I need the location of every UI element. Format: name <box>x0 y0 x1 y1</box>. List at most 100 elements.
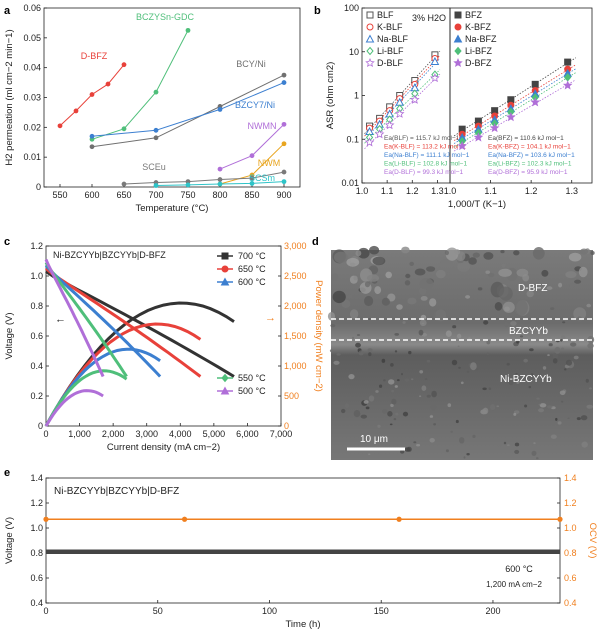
y-tick-label-left: 0.8 <box>30 548 43 558</box>
sem-grain <box>405 273 411 279</box>
y-tick-label-left: 0.4 <box>30 361 43 371</box>
sem-grain <box>387 411 393 417</box>
y-tick-label: 0.02 <box>23 122 41 132</box>
sem-grain <box>586 404 593 409</box>
data-point <box>121 126 127 132</box>
sem-grain <box>346 257 360 267</box>
y-tick-label-right: 3,000 <box>284 241 307 251</box>
sem-grain <box>336 353 341 356</box>
sem-grain <box>455 419 459 424</box>
sem-grain <box>530 373 534 376</box>
sem-grain <box>368 395 375 402</box>
fit-line <box>453 79 576 152</box>
data-point <box>153 183 159 188</box>
x-axis-label: Temperature (°C) <box>136 203 209 214</box>
legend-marker <box>454 11 462 19</box>
sem-grain <box>457 345 460 347</box>
y-tick-label-right: 0.4 <box>564 598 577 608</box>
sem-grain <box>332 290 346 304</box>
y-tick-label-left: 0 <box>38 421 43 431</box>
sem-grain <box>429 438 435 443</box>
sem-grain <box>418 329 424 336</box>
sem-grain <box>331 273 339 282</box>
data-point <box>281 179 287 185</box>
data-point <box>121 62 127 68</box>
legend-marker <box>454 46 462 56</box>
series-line <box>91 82 285 137</box>
sem-grain <box>567 417 570 420</box>
ea-annotation: Ea(Na-BLF) = 111.1 kJ mol−1 <box>384 152 470 159</box>
sem-grain <box>334 251 348 264</box>
x-tick-label: 650 <box>116 190 131 200</box>
sem-grain <box>519 335 524 338</box>
sem-grain <box>433 423 436 426</box>
x-tick-label: 1.2 <box>525 186 538 196</box>
y-tick-label: 100 <box>344 3 359 13</box>
y-tick-label: 0.1 <box>346 134 359 144</box>
y-tick-label-right: 2,000 <box>284 301 307 311</box>
sem-grain <box>547 405 553 409</box>
sem-grain <box>341 299 351 308</box>
sem-grain <box>426 266 436 272</box>
x-tick-label: 3,000 <box>135 429 158 439</box>
y-tick-label-left: 0.2 <box>30 391 43 401</box>
data-point <box>506 112 516 122</box>
x-tick-label: 2,000 <box>102 429 125 439</box>
sem-grain <box>429 415 434 418</box>
sem-grain <box>458 366 461 369</box>
legend-marker <box>220 386 230 395</box>
sem-grain <box>496 405 500 408</box>
sem-grain <box>568 252 582 262</box>
data-point <box>457 140 467 151</box>
sem-grain <box>468 337 471 340</box>
panel-a-permeation-chart: 550 600 650 700 750 800 850 900 0 0.01 0.02 0.03 0.0… <box>4 3 301 214</box>
sem-grain <box>472 252 480 258</box>
x-tick-label: 700 <box>148 190 163 200</box>
sem-grain <box>463 456 466 459</box>
sem-grain <box>395 412 399 416</box>
sem-grain <box>401 246 410 254</box>
data-point <box>430 73 440 83</box>
sem-grain <box>573 307 587 321</box>
y-tick-label: 10 <box>349 47 359 57</box>
sem-grain <box>385 271 393 279</box>
sem-grain <box>419 319 427 327</box>
sem-grain <box>589 387 592 390</box>
x-tick-label: 1.2 <box>406 186 419 196</box>
data-point <box>531 80 539 88</box>
iv-curve <box>45 267 202 378</box>
x-tick-label: 0 <box>43 429 48 439</box>
sem-grain <box>554 346 561 354</box>
ocv-marker <box>396 516 402 522</box>
y-tick-label-left: 1.4 <box>30 473 43 483</box>
sem-grain <box>516 339 520 344</box>
data-point <box>249 181 255 186</box>
x-axis-label: Time (h) <box>285 619 320 630</box>
data-point <box>384 120 395 130</box>
data-point <box>281 121 287 127</box>
sem-grain <box>465 295 471 299</box>
sem-grain <box>333 360 340 365</box>
sem-grain <box>565 359 573 366</box>
y-axis-label: ASR (ohm cm2) <box>325 62 336 130</box>
x-tick-label: 6,000 <box>236 429 259 439</box>
y-tick-label: 0.04 <box>23 63 41 73</box>
data-point <box>185 179 191 185</box>
sem-grain <box>353 275 358 281</box>
sem-grain <box>576 417 581 421</box>
sem-grain <box>561 347 565 351</box>
sem-grain <box>404 378 410 382</box>
sem-grain <box>419 278 434 290</box>
x-tick-label: 800 <box>212 190 227 200</box>
sem-grain <box>468 257 477 265</box>
condition-current: 1,200 mA cm−2 <box>486 580 542 589</box>
y-tick-label-right: 0 <box>284 421 289 431</box>
sem-grain <box>513 250 520 256</box>
sem-grain <box>352 336 355 339</box>
data-point <box>57 123 63 129</box>
sem-grain <box>401 372 403 376</box>
sem-grain <box>580 415 588 421</box>
sem-grain <box>368 318 371 320</box>
sem-grain <box>393 418 397 421</box>
data-point <box>217 177 223 182</box>
